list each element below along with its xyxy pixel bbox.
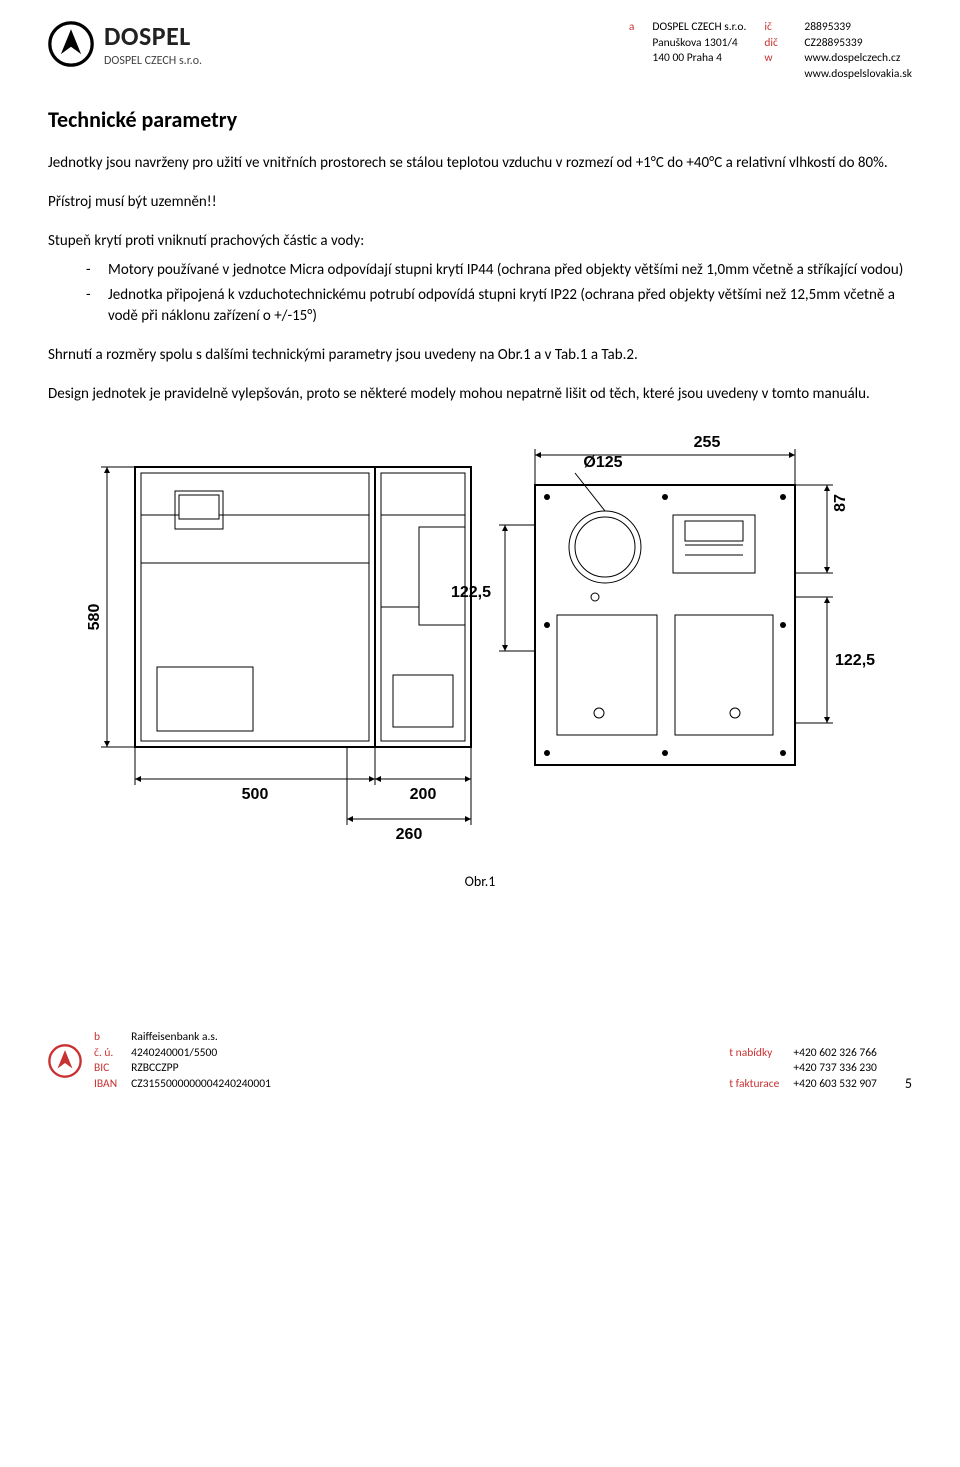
- w-label: w: [764, 51, 786, 67]
- dim-125: Ø125: [583, 454, 622, 471]
- figure-caption: Obr.1: [465, 873, 496, 890]
- footer-cu-label: č. ú.: [94, 1046, 117, 1062]
- addr-line2: Panuškova 1301/4: [652, 36, 746, 52]
- dim-87: 87: [832, 494, 849, 512]
- web2: www.dospelslovakia.sk: [804, 67, 912, 83]
- logo-block: DOSPEL DOSPEL CZECH s.r.o.: [48, 20, 202, 68]
- addr-label: a: [629, 20, 635, 36]
- brand-name: DOSPEL: [104, 20, 202, 52]
- dim-260: 260: [396, 826, 423, 843]
- section-title: Technické parametry: [48, 106, 912, 133]
- footer-tfak-label: t fakturace: [729, 1077, 779, 1093]
- technical-drawing: 580 500 200 260: [80, 427, 880, 867]
- paragraph-4: Shrnutí a rozměry spolu s dalšími techni…: [48, 345, 912, 366]
- dospel-logo-icon: [48, 21, 94, 67]
- dim-200: 200: [410, 786, 437, 803]
- footer-phone1: +420 602 326 766: [793, 1046, 876, 1062]
- paragraph-5: Design jednotek je pravidelně vylepšován…: [48, 384, 912, 405]
- brand-subtitle: DOSPEL CZECH s.r.o.: [104, 54, 202, 68]
- footer-acct: 4240240001/5500: [131, 1046, 271, 1062]
- web1: www.dospelczech.cz: [804, 51, 912, 67]
- footer-phone3: +420 603 532 907: [793, 1077, 876, 1093]
- page-footer: b č. ú. BIC IBAN Raiffeisenbank a.s. 424…: [48, 1030, 912, 1092]
- dim-580: 580: [86, 604, 103, 631]
- dim-255: 255: [694, 434, 721, 451]
- footer-logo-icon: [48, 1044, 82, 1078]
- footer-iban-label: IBAN: [94, 1077, 117, 1093]
- header-info: a DOSPEL CZECH s.r.o. Panuškova 1301/4 1…: [629, 20, 912, 82]
- bullet-list: Motory používané v jednotce Micra odpoví…: [48, 260, 912, 327]
- addr-line1: DOSPEL CZECH s.r.o.: [652, 20, 746, 36]
- page-header: DOSPEL DOSPEL CZECH s.r.o. a DOSPEL CZEC…: [48, 20, 912, 82]
- footer-bic-label: BIC: [94, 1061, 117, 1077]
- dim-1225b: 122,5: [835, 652, 875, 669]
- diagram-container: 580 500 200 260: [48, 427, 912, 890]
- paragraph-1: Jednotky jsou navrženy pro užití ve vnit…: [48, 153, 912, 174]
- footer-tnab-label: t nabídky: [729, 1046, 779, 1062]
- footer-phone2: +420 737 336 230: [793, 1061, 876, 1077]
- dic-value: CZ28895339: [804, 36, 912, 52]
- dim-500: 500: [242, 786, 269, 803]
- list-item: Jednotka připojená k vzduchotechnickému …: [86, 285, 912, 327]
- addr-line3: 140 00 Praha 4: [652, 51, 746, 67]
- footer-bic: RZBCCZPP: [131, 1061, 271, 1077]
- paragraph-2: Přístroj musí být uzemněn!!: [48, 192, 912, 213]
- ic-label: ič: [764, 20, 786, 36]
- dic-label: dič: [764, 36, 786, 52]
- footer-bank: Raiffeisenbank a.s.: [131, 1030, 271, 1046]
- paragraph-3: Stupeň krytí proti vniknutí prachových č…: [48, 231, 912, 252]
- page-number: 5: [905, 1075, 912, 1092]
- list-item: Motory používané v jednotce Micra odpoví…: [86, 260, 912, 281]
- footer-iban: CZ3155000000004240240001: [131, 1077, 271, 1093]
- ic-value: 28895339: [804, 20, 912, 36]
- footer-b-label: b: [94, 1030, 117, 1046]
- dim-1225a: 122,5: [451, 584, 491, 601]
